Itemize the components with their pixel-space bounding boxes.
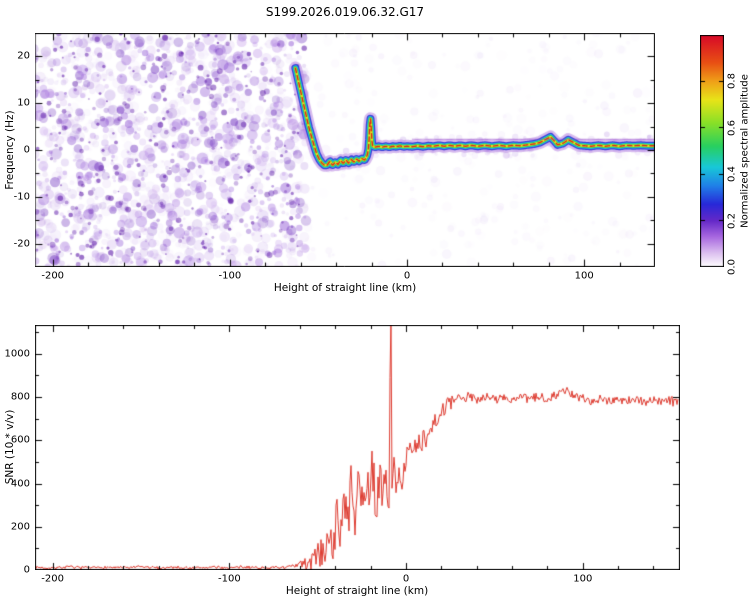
colorbar-tick-label: 0.0 bbox=[726, 259, 738, 275]
spectrogram-x-tick-label: -100 bbox=[218, 270, 242, 282]
spectrogram-y-tick-label: 0 bbox=[23, 144, 30, 156]
spectrogram-x-tick-label: 100 bbox=[574, 270, 594, 282]
figure-title: S199.2026.019.06.32.G17 bbox=[265, 5, 425, 19]
snr-y-tick-label: 400 bbox=[10, 478, 30, 489]
frequency-axis-label: Frequency (Hz) bbox=[4, 110, 16, 190]
colorbar-tick-label: 0.4 bbox=[726, 166, 738, 183]
snr-x-tick-label: -100 bbox=[218, 573, 241, 585]
snr-y-tick-label: 1000 bbox=[4, 348, 30, 360]
snr-y-tick-label: 600 bbox=[10, 434, 30, 446]
snr-x-tick-label: -200 bbox=[41, 573, 65, 585]
colorbar-tick-label: 0.2 bbox=[726, 212, 738, 229]
snr-y-tick-label: 0 bbox=[23, 564, 30, 576]
spectrogram-x-tick-label: 0 bbox=[403, 270, 411, 282]
colorbar-tick-label: 0.8 bbox=[726, 73, 738, 90]
snr-x-tick-label: 0 bbox=[402, 573, 410, 585]
spectrogram-y-tick-label: 10 bbox=[17, 97, 30, 109]
snr-canvas bbox=[35, 325, 680, 570]
colorbar-tick-label: 0.6 bbox=[726, 119, 738, 136]
spectrogram-y-tick-label: 20 bbox=[17, 50, 30, 62]
spectrogram-y-tick-label: -20 bbox=[13, 238, 30, 250]
snr-x-tick-label: 100 bbox=[573, 573, 593, 585]
snr-axis-label: SNR (10 * v/v) bbox=[4, 409, 16, 485]
height-axis-label-bottom: Height of straight line (km) bbox=[285, 585, 429, 597]
spectrogram-y-tick-label: -10 bbox=[13, 191, 30, 203]
snr-y-tick-label: 800 bbox=[10, 391, 30, 403]
snr-y-tick-label: 200 bbox=[10, 521, 30, 533]
colorbar-label: Normalized spectral amplitude bbox=[739, 74, 750, 228]
spectrogram-x-tick-label: -200 bbox=[41, 270, 65, 282]
colorbar-canvas bbox=[700, 35, 724, 267]
height-axis-label-top: Height of straight line (km) bbox=[273, 282, 417, 294]
spectrogram-canvas bbox=[35, 33, 655, 267]
